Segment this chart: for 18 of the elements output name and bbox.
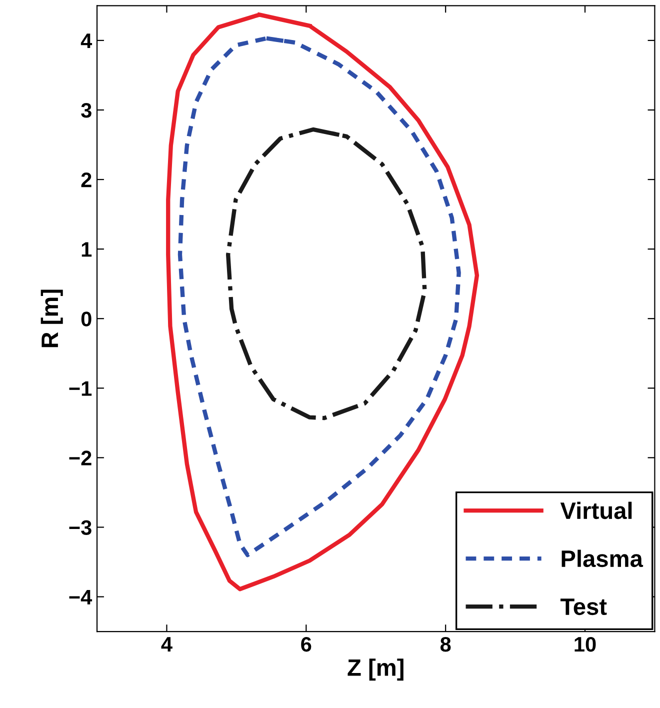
y-tick-label: 2 <box>81 172 92 188</box>
x-tick-label: 4 <box>161 637 172 652</box>
y-tick-label: 4 <box>80 34 92 48</box>
y-tick-label: −3 <box>69 520 92 536</box>
y-axis-title: R [m] <box>40 290 63 348</box>
x-tick-label: 6 <box>301 636 312 652</box>
y-tick-label: −4 <box>69 590 92 604</box>
y-tick-label: −2 <box>69 450 92 466</box>
legend-label: Virtual <box>560 502 632 520</box>
x-tick-label: 8 <box>440 636 451 652</box>
y-tick-label: 0 <box>81 312 92 326</box>
legend-label: Plasma <box>562 550 644 568</box>
y-tick-label: −1 <box>69 381 92 396</box>
y-tick-label: 1 <box>82 242 92 257</box>
x-axis-title: Z [m] <box>348 658 404 681</box>
x-tick-label: 10 <box>574 636 596 652</box>
legend-label: Test <box>560 598 607 616</box>
y-tick-label: 3 <box>81 102 92 118</box>
